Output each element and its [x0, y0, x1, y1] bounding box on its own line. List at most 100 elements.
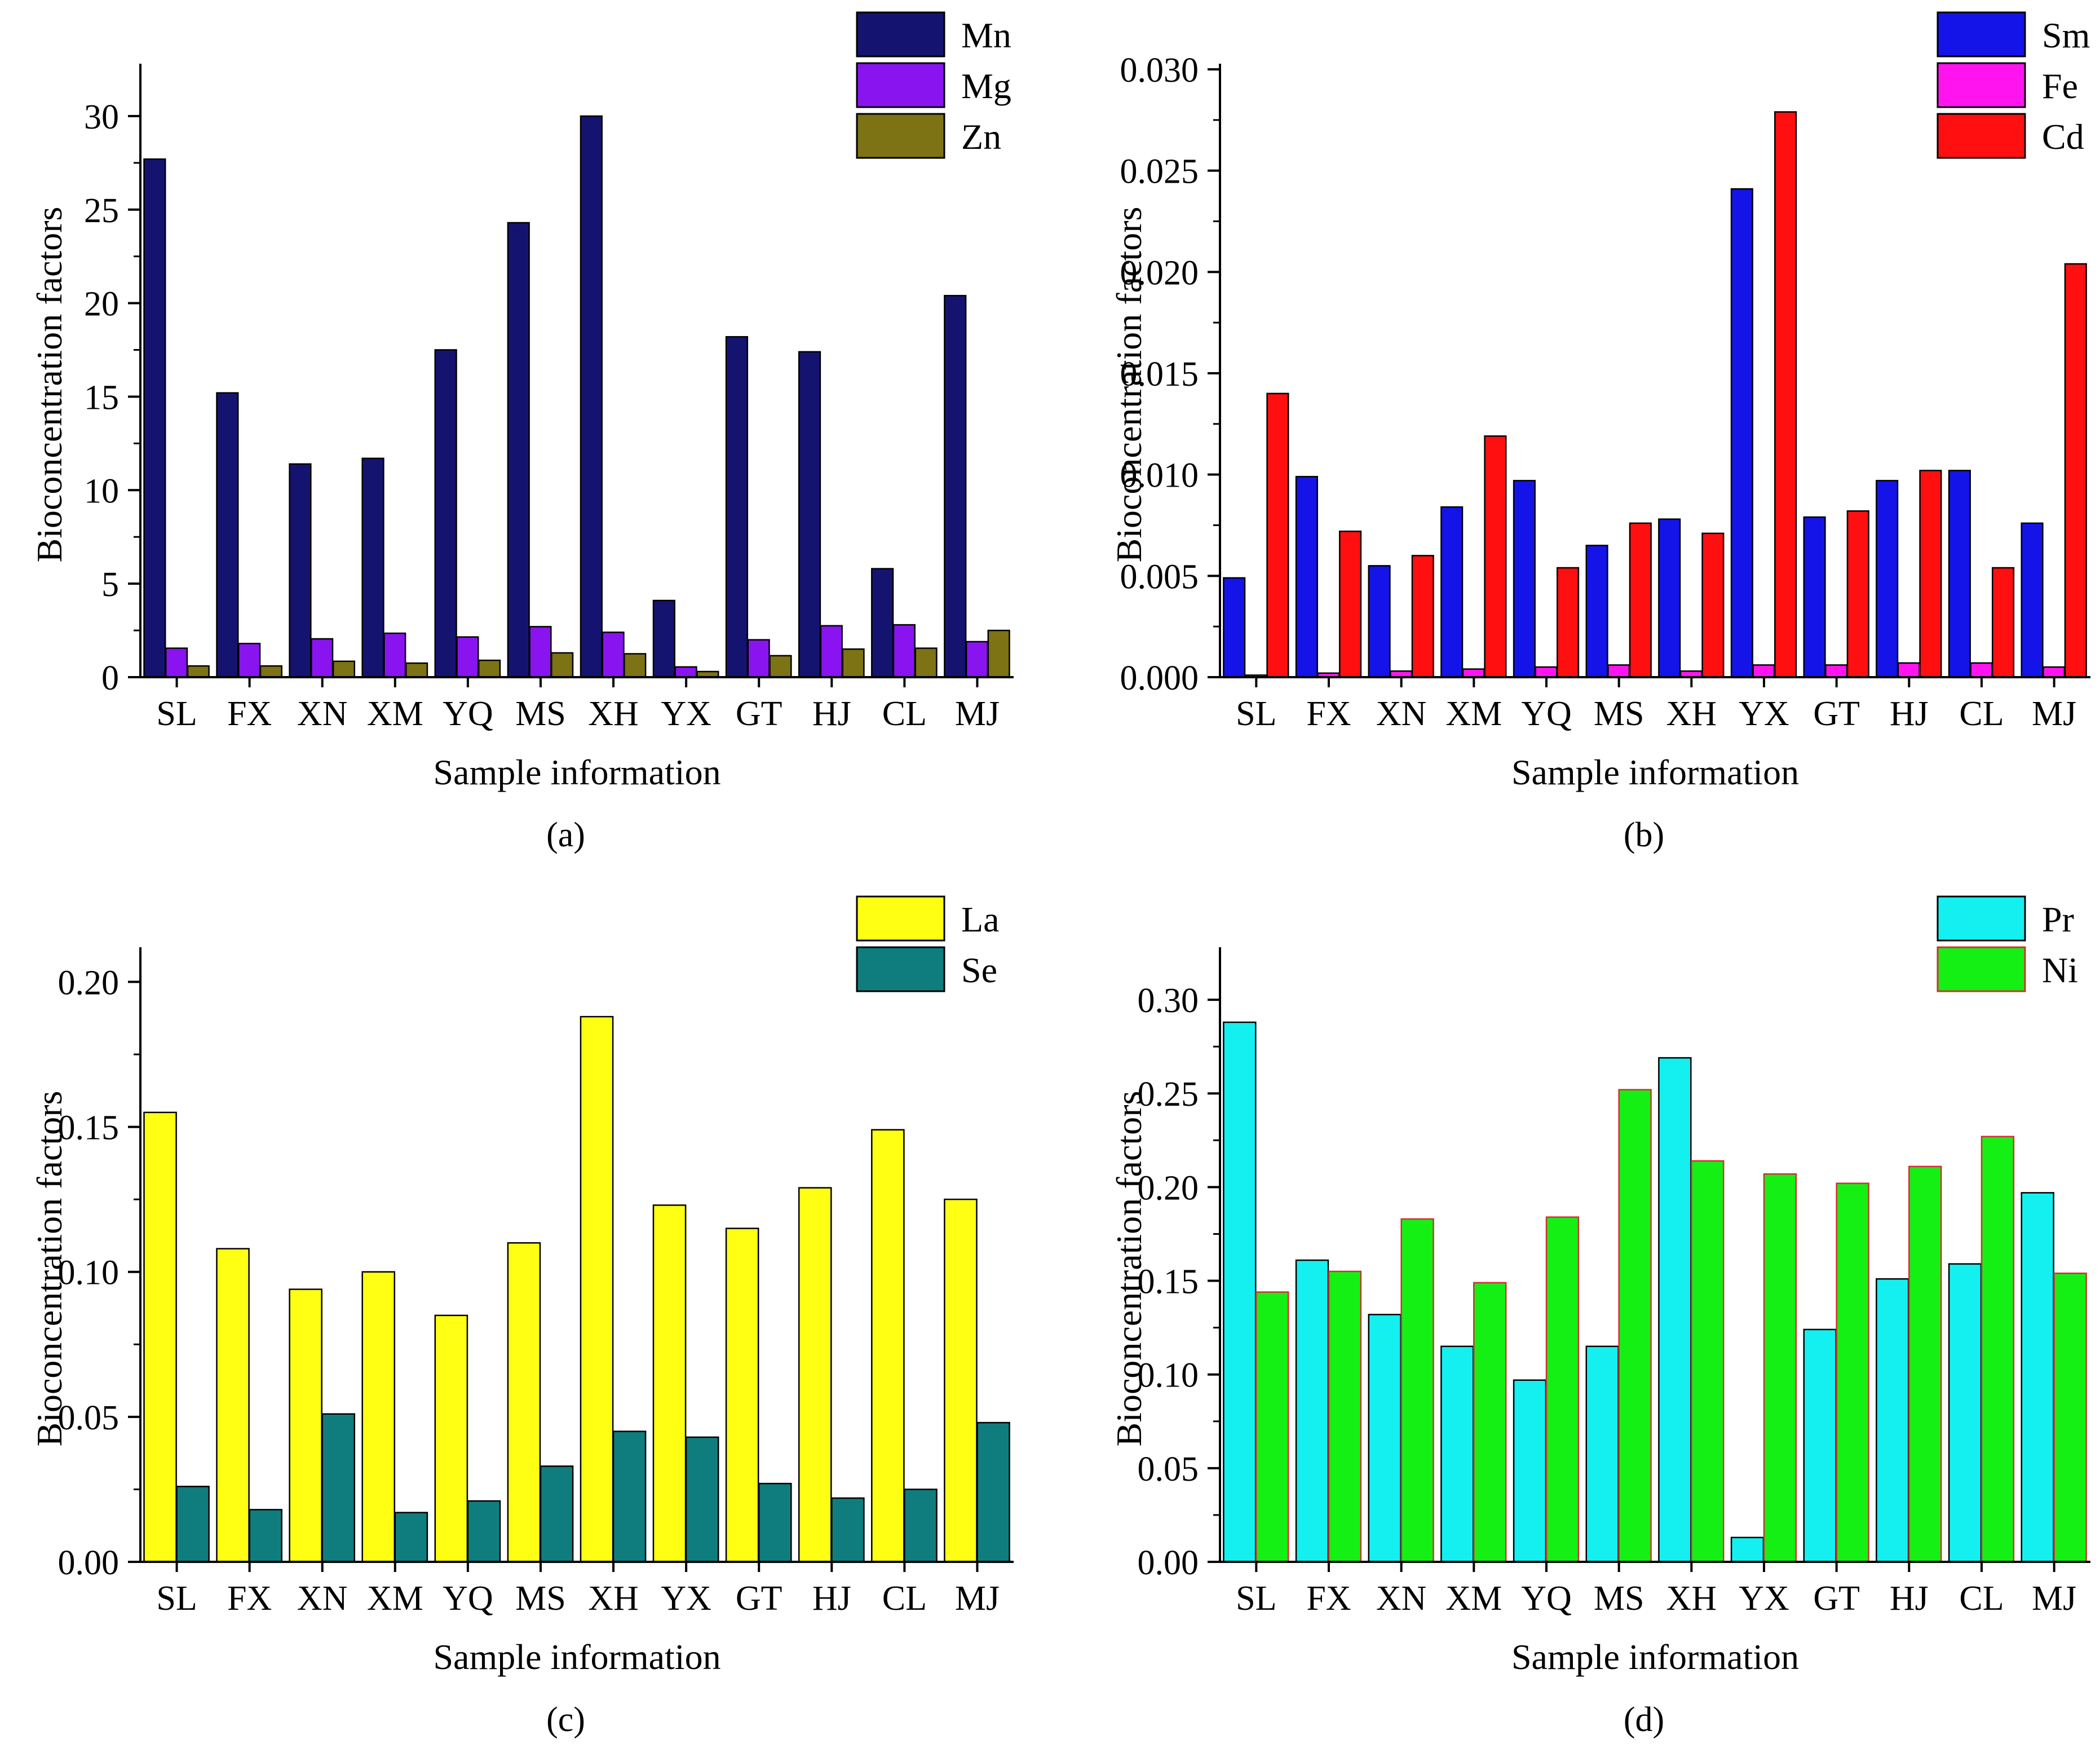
x-tick-label-cl: CL	[882, 695, 927, 733]
bar-zn-gt	[769, 655, 792, 678]
y-tick-label: 0.20	[1138, 1169, 1199, 1207]
legend-swatch-se	[856, 946, 945, 992]
x-tick-label-fx: FX	[227, 1579, 272, 1618]
x-tick-label-gt: GT	[1813, 1579, 1860, 1618]
legend-label-se: Se	[961, 950, 997, 990]
legend-swatch-sm	[1937, 11, 2026, 58]
bar-cd-yx	[1774, 111, 1797, 678]
x-tick-label-xm: XM	[1445, 695, 1502, 733]
x-tick-label-yx: YX	[1739, 695, 1789, 733]
bar-mn-fx	[216, 392, 239, 678]
y-tick-label: 0.05	[1138, 1450, 1199, 1489]
bar-se-fx	[249, 1509, 282, 1563]
y-tick-label: 0.00	[1138, 1544, 1199, 1582]
bar-pr-xm	[1440, 1345, 1474, 1563]
bar-mg-ms	[529, 626, 552, 678]
legend-label-sm: Sm	[2042, 15, 2090, 55]
bar-la-xn	[289, 1288, 322, 1563]
bar-zn-fx	[259, 665, 282, 678]
bar-zn-xn	[332, 660, 356, 678]
bar-se-yq	[467, 1500, 501, 1563]
x-tick-label-xm: XM	[1445, 1579, 1502, 1618]
x-tick-label-hj: HJ	[1890, 695, 1929, 733]
bar-ni-xm	[1473, 1282, 1507, 1563]
x-tick-label-yx: YX	[1739, 1579, 1789, 1618]
legend-label-mg: Mg	[961, 66, 1011, 106]
y-tick-label: 30	[84, 98, 119, 136]
bar-mg-yq	[456, 636, 479, 678]
x-axis-title: Sample information	[433, 752, 720, 792]
bar-cd-gt	[1846, 510, 1869, 678]
y-tick-label: 0.10	[58, 1254, 120, 1292]
bar-ni-mj	[2053, 1272, 2087, 1563]
bar-se-ms	[540, 1465, 574, 1563]
x-tick-label-xh: XH	[588, 695, 639, 733]
bar-se-cl	[904, 1489, 938, 1563]
legend-swatch-pr	[1937, 895, 2026, 942]
bar-mg-hj	[820, 625, 843, 678]
bar-mg-mj	[965, 641, 989, 678]
bar-mn-ms	[507, 222, 530, 678]
x-tick-label-xn: XN	[1376, 695, 1427, 733]
bar-cd-mj	[2064, 263, 2087, 678]
x-tick-label-cl: CL	[1959, 1579, 2004, 1618]
x-tick-label-xh: XH	[1666, 695, 1717, 733]
bar-la-cl	[871, 1129, 905, 1563]
bar-ni-xh	[1691, 1160, 1725, 1563]
x-tick-label-hj: HJ	[1890, 1579, 1929, 1618]
bar-fe-gt	[1825, 664, 1848, 678]
y-tick-label: 0.015	[1120, 355, 1199, 394]
bar-pr-gt	[1803, 1328, 1837, 1563]
bar-zn-xh	[624, 653, 647, 678]
y-axis-title: Bioconcentration factors	[29, 1091, 69, 1447]
y-tick-label: 0.005	[1120, 558, 1199, 596]
y-tick-label: 0.25	[1138, 1075, 1199, 1114]
bar-mg-fx	[238, 643, 261, 678]
x-tick-label-gt: GT	[736, 695, 782, 733]
bar-cd-fx	[1339, 531, 1362, 678]
y-tick-label: 20	[84, 285, 119, 324]
bar-se-xm	[394, 1512, 428, 1563]
x-tick-label-ms: MS	[515, 1579, 566, 1618]
bar-zn-hj	[842, 648, 865, 678]
legend: Mn Mg Zn	[856, 11, 1011, 159]
bar-cd-hj	[1919, 470, 1942, 678]
bar-pr-fx	[1295, 1259, 1329, 1563]
bar-ni-ms	[1618, 1089, 1652, 1563]
y-tick-label: 5	[101, 566, 119, 604]
y-axis-title: Bioconcentration factors	[1109, 207, 1149, 563]
legend-label-cd: Cd	[2042, 117, 2084, 157]
bar-sm-gt	[1803, 516, 1826, 678]
y-tick-label: 15	[84, 378, 119, 417]
x-tick-label-mj: MJ	[2032, 695, 2076, 733]
y-tick-label: 0.20	[58, 964, 120, 1002]
bar-sm-sl	[1223, 577, 1246, 678]
legend-swatch-ni	[1937, 946, 2026, 992]
y-tick-label: 0.00	[58, 1544, 120, 1582]
bar-se-xn	[321, 1413, 356, 1563]
x-tick-label-sl: SL	[1236, 1579, 1276, 1618]
bar-mn-cl	[871, 568, 894, 678]
bar-mn-sl	[143, 158, 166, 678]
bar-mg-xn	[311, 638, 334, 678]
bar-zn-sl	[187, 665, 210, 678]
legend-label-zn: Zn	[961, 117, 1001, 157]
bar-sm-fx	[1295, 476, 1318, 678]
x-tick-label-ms: MS	[515, 695, 566, 733]
panel-label: (c)	[546, 1701, 585, 1739]
bar-mn-gt	[725, 336, 749, 678]
chart-panel-a: 0 5 10 15 20 25 30 SL FX XN XM YQ MS XH YX GT HJ CL MJ Samp…	[29, 11, 1014, 854]
x-axis-title: Sample information	[1511, 752, 1799, 792]
bar-pr-mj	[2021, 1192, 2054, 1563]
bar-fe-xm	[1462, 668, 1485, 678]
x-tick-label-yq: YQ	[1521, 695, 1572, 733]
bar-ni-xn	[1400, 1218, 1434, 1563]
x-tick-label-hj: HJ	[812, 695, 851, 733]
panel-label: (a)	[546, 816, 585, 854]
bar-fe-cl	[1970, 662, 1993, 678]
bar-fe-yq	[1535, 666, 1558, 678]
x-tick-label-xn: XN	[297, 1579, 348, 1618]
bar-sm-xn	[1368, 565, 1391, 678]
legend-swatch-la	[856, 895, 945, 942]
x-tick-label-fx: FX	[1306, 1579, 1351, 1618]
